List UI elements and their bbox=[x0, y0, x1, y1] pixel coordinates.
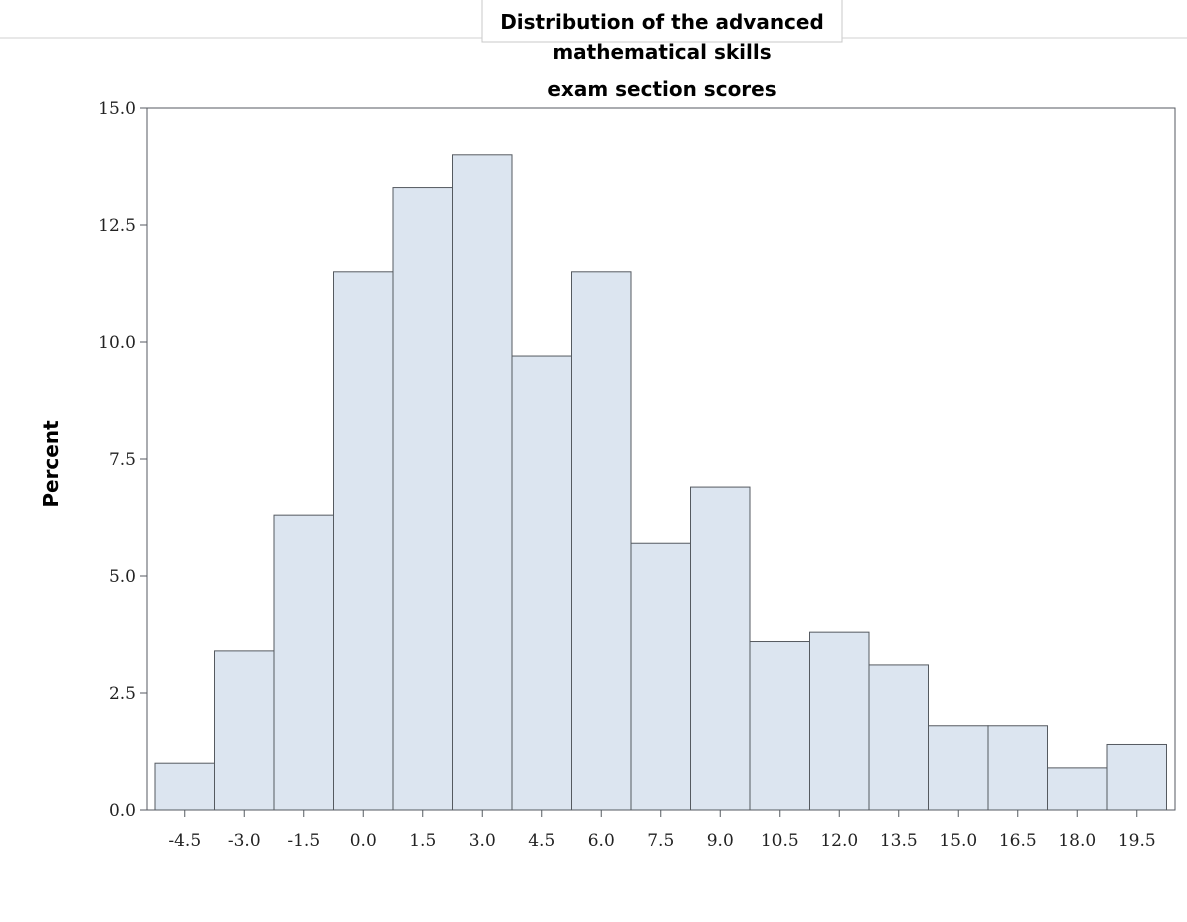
bar-7.5 bbox=[630, 542, 691, 811]
x-tick-label: 18.0 bbox=[1058, 831, 1096, 851]
x-tick-label: 19.5 bbox=[1118, 831, 1156, 851]
chart-title: Distribution of the advanced mathematica… bbox=[0, 0, 1187, 101]
x-tick-label: 4.5 bbox=[528, 831, 555, 851]
bar-15.0 bbox=[928, 725, 989, 811]
x-tick-label: 3.0 bbox=[469, 831, 496, 851]
title-line-2: mathematical skills bbox=[552, 40, 771, 64]
x-tick-label: 9.0 bbox=[707, 831, 734, 851]
y-tick-label: 2.5 bbox=[109, 684, 136, 704]
y-tick-label: 5.0 bbox=[109, 567, 136, 587]
bar-6.0 bbox=[571, 271, 632, 811]
title-box bbox=[481, 0, 843, 43]
y-tick-label: 0.0 bbox=[109, 801, 136, 821]
bar-0.0 bbox=[333, 271, 394, 811]
y-tick-label: 7.5 bbox=[109, 450, 136, 470]
bar-3.0 bbox=[452, 154, 513, 811]
y-tick-label: 12.5 bbox=[98, 216, 136, 236]
bar-19.5 bbox=[1106, 743, 1167, 811]
bar--4.5 bbox=[154, 762, 215, 811]
bar-18.0 bbox=[1047, 767, 1108, 811]
x-tick-label: -1.5 bbox=[287, 831, 320, 851]
bar-1.5 bbox=[392, 187, 453, 811]
x-tick-label: 0.0 bbox=[350, 831, 377, 851]
title-line-3: exam section scores bbox=[547, 77, 776, 101]
x-tick-label: 7.5 bbox=[647, 831, 674, 851]
bar-10.5 bbox=[749, 641, 810, 811]
x-tick-label: 15.0 bbox=[939, 831, 977, 851]
y-tick-label: 10.0 bbox=[98, 333, 136, 353]
bar--3.0 bbox=[214, 650, 275, 811]
bar-12.0 bbox=[809, 631, 870, 811]
x-tick-label: 6.0 bbox=[588, 831, 615, 851]
y-axis-label: Percent bbox=[39, 420, 63, 508]
x-tick-label: -3.0 bbox=[228, 831, 261, 851]
plot-area: 0.0 2.5 5.0 7.5 10.0 12.5 15.0 -4.5 -3.0 -1.5 0.0 1… bbox=[98, 99, 1176, 851]
bar-4.5 bbox=[511, 355, 572, 811]
bar-13.5 bbox=[868, 664, 929, 811]
bar-9.0 bbox=[690, 486, 751, 811]
x-tick-label: 13.5 bbox=[880, 831, 918, 851]
x-tick-label: -4.5 bbox=[168, 831, 201, 851]
bar-16.5 bbox=[987, 725, 1048, 811]
title-line-1: Distribution of the advanced bbox=[500, 10, 824, 34]
x-tick-label: 1.5 bbox=[409, 831, 436, 851]
x-tick-label: 16.5 bbox=[999, 831, 1037, 851]
y-tick-label: 15.0 bbox=[98, 99, 136, 119]
x-tick-label: 10.5 bbox=[761, 831, 799, 851]
x-tick-label: 12.0 bbox=[820, 831, 858, 851]
bar--1.5 bbox=[273, 514, 334, 811]
